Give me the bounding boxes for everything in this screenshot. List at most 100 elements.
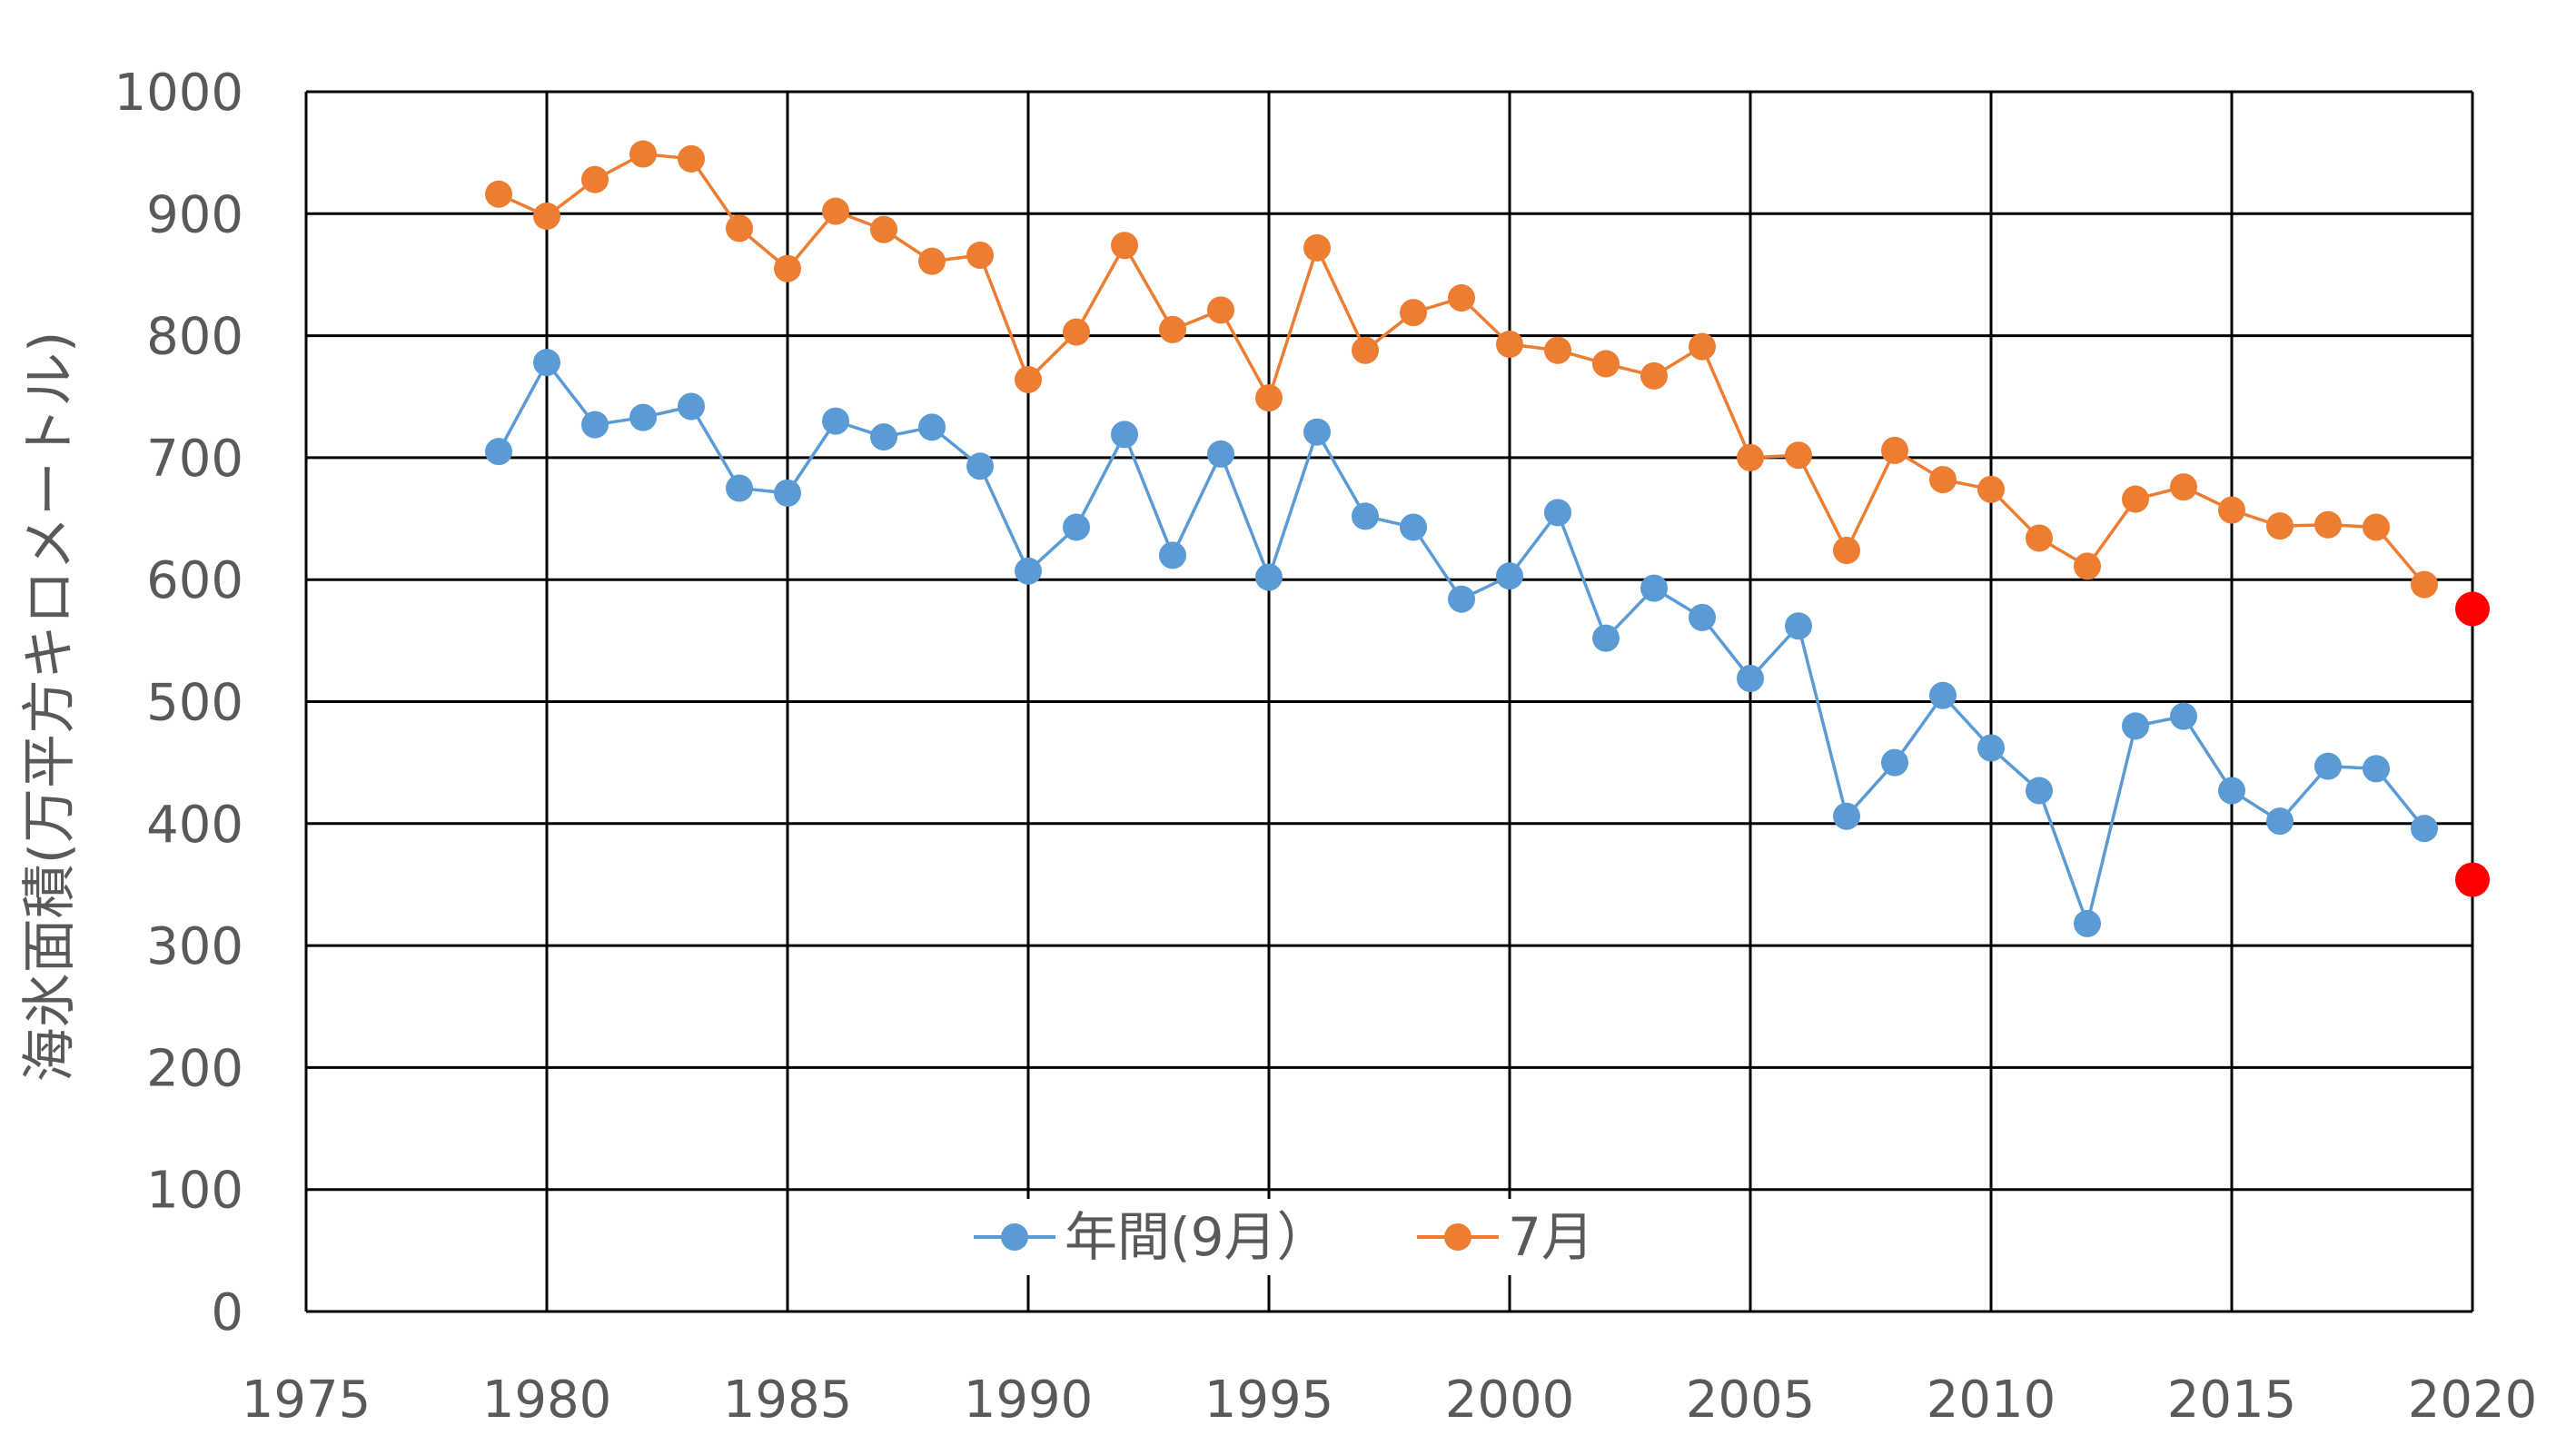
x-axis-ticks: 1975 1980 1985 1990 1995 2000 2005 2010 2015 2020 xyxy=(242,1371,2538,1430)
data-point xyxy=(1496,562,1523,590)
data-point xyxy=(1063,513,1090,541)
data-point xyxy=(1929,466,1957,494)
data-point xyxy=(1400,299,1427,327)
data-point xyxy=(966,452,994,480)
data-point xyxy=(726,214,753,242)
data-point xyxy=(1159,541,1186,569)
legend-item: 7月 xyxy=(1406,1199,1624,1275)
legend-label: 7月 xyxy=(1508,1206,1594,1268)
y-tick-label: 900 xyxy=(146,185,243,244)
data-point xyxy=(1448,585,1475,613)
data-point xyxy=(966,241,994,269)
x-tick-label: 1990 xyxy=(964,1371,1094,1430)
data-point xyxy=(2411,570,2438,599)
data-point xyxy=(2363,513,2390,541)
y-tick-label: 400 xyxy=(146,796,243,855)
data-point xyxy=(1881,748,1908,777)
x-tick-label: 2015 xyxy=(2167,1371,2297,1430)
data-point xyxy=(485,180,512,208)
data-point xyxy=(1640,574,1668,602)
data-point xyxy=(533,349,560,377)
x-tick-label: 2005 xyxy=(1686,1371,1816,1430)
data-point xyxy=(726,474,753,502)
data-point xyxy=(1207,296,1234,324)
data-point xyxy=(1496,331,1523,359)
y-tick-label: 800 xyxy=(146,308,243,367)
data-point xyxy=(2074,552,2101,580)
x-tick-label: 1985 xyxy=(723,1371,853,1430)
data-point xyxy=(1785,441,1812,470)
data-point xyxy=(1737,664,1764,692)
highlight-point xyxy=(2455,862,2490,897)
legend-marker xyxy=(1444,1223,1471,1251)
data-point xyxy=(1977,734,2005,762)
data-point xyxy=(1544,499,1571,527)
y-axis-label: 海氷面積(万平方キロメートル) xyxy=(18,332,82,1083)
data-point xyxy=(918,247,946,275)
data-point xyxy=(678,144,705,173)
data-point xyxy=(1400,513,1427,541)
data-point xyxy=(1881,436,1908,464)
x-tick-label: 1995 xyxy=(1204,1371,1334,1430)
data-point xyxy=(1689,332,1716,361)
data-point xyxy=(1255,384,1283,412)
chart-grid xyxy=(304,90,2474,1313)
data-point xyxy=(1833,536,1860,564)
highlight-point xyxy=(2455,591,2490,627)
data-point xyxy=(678,392,705,421)
data-point xyxy=(533,202,560,230)
y-axis-ticks: 0 100 200 300 400 500 600 700 800 900 1000 xyxy=(114,64,243,1342)
x-tick-label: 1975 xyxy=(242,1371,372,1430)
x-tick-label: 2020 xyxy=(2408,1371,2538,1430)
data-point xyxy=(1255,563,1283,591)
y-tick-label: 600 xyxy=(146,551,243,610)
data-point xyxy=(2170,702,2197,730)
data-point xyxy=(1737,443,1764,471)
y-tick-label: 100 xyxy=(146,1162,243,1221)
data-point xyxy=(581,411,609,439)
y-tick-label: 200 xyxy=(146,1039,243,1098)
data-point xyxy=(918,413,946,441)
data-point xyxy=(1352,502,1379,530)
data-point xyxy=(1111,232,1138,260)
data-point xyxy=(629,403,657,431)
data-point xyxy=(485,438,512,466)
data-point xyxy=(1448,283,1475,312)
data-point xyxy=(2170,473,2197,501)
data-point xyxy=(2363,755,2390,783)
data-point xyxy=(1015,365,1042,393)
y-tick-label: 300 xyxy=(146,917,243,976)
legend-item: 年間(9月） xyxy=(963,1199,1330,1275)
data-point xyxy=(581,165,609,193)
data-point xyxy=(774,254,801,282)
data-point xyxy=(2218,777,2245,805)
data-point xyxy=(1159,315,1186,343)
y-tick-label: 500 xyxy=(146,674,243,733)
y-tick-label: 1000 xyxy=(114,64,243,123)
data-point xyxy=(1544,336,1571,364)
data-point xyxy=(1592,624,1620,652)
data-point xyxy=(822,197,849,225)
series-1 xyxy=(485,349,2438,937)
data-point xyxy=(2218,496,2245,524)
data-point xyxy=(1303,233,1331,262)
data-point xyxy=(870,215,897,243)
legend-marker xyxy=(1001,1223,1028,1251)
data-point xyxy=(2026,524,2053,552)
data-point xyxy=(2026,777,2053,805)
y-tick-label: 700 xyxy=(146,430,243,489)
data-point xyxy=(2122,485,2149,513)
data-point xyxy=(1592,350,1620,378)
y-tick-label: 0 xyxy=(211,1283,243,1342)
legend-label: 年間(9月） xyxy=(1065,1206,1330,1268)
data-point xyxy=(2314,510,2342,539)
data-point xyxy=(1785,612,1812,640)
data-point xyxy=(2266,512,2294,540)
data-point xyxy=(1111,421,1138,449)
data-point xyxy=(1352,336,1379,364)
data-point xyxy=(2411,815,2438,843)
data-point xyxy=(2074,909,2101,937)
data-point xyxy=(1303,418,1331,446)
data-point xyxy=(2122,712,2149,740)
